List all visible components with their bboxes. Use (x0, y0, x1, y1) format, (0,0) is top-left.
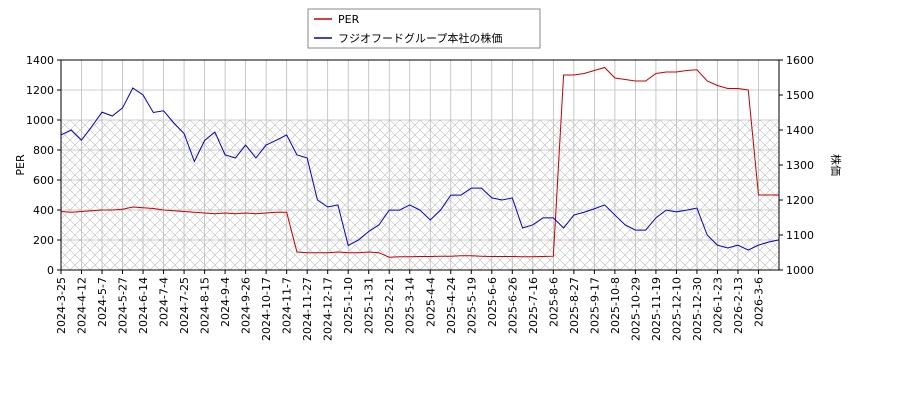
x-tick-label: 2024-3-25 (55, 277, 68, 334)
x-tick-label: 2025-11-19 (650, 277, 663, 341)
series-line (60, 87, 780, 251)
series-line (60, 66, 779, 258)
x-tick-label: 2024-11-27 (301, 277, 314, 341)
x-tick-label: 2024-7-4 (158, 277, 171, 327)
x-tick-label: 2024-7-25 (178, 277, 191, 334)
y-tick-label: 1000 (26, 114, 54, 127)
y-tick-label: 200 (33, 234, 54, 247)
hatch-band (61, 120, 779, 270)
legend-box (307, 8, 541, 49)
x-tick-label: 2024-4-12 (76, 277, 89, 334)
x-tick-label: 2026-2-13 (732, 277, 745, 334)
axes: 0 200 400 600 800 1000 1200 1400 1000 1100 1200 130… (26, 54, 814, 341)
y2-tick-label: 1100 (786, 229, 814, 242)
x-tick-label: 2024-12-17 (322, 277, 335, 341)
x-tick-label: 2024-10-17 (260, 277, 273, 341)
x-tick-label: 2024-9-4 (219, 277, 232, 327)
y2-axis-label: 株価 (829, 154, 843, 176)
x-tick-label: 2025-10-29 (629, 277, 642, 341)
y-tick-label: 1400 (26, 54, 54, 67)
y-tick-label: 0 (47, 264, 54, 277)
x-tick-label: 2024-11-7 (281, 277, 294, 334)
y2-tick-label: 1400 (786, 124, 814, 137)
y2-tick-label: 1300 (786, 159, 814, 172)
x-tick-label: 2025-10-8 (609, 277, 622, 334)
y-tick-label: 600 (33, 174, 54, 187)
y-tick-label: 1200 (26, 84, 54, 97)
x-tick-label: 2025-6-6 (486, 277, 499, 327)
x-tick-label: 2025-1-10 (342, 277, 355, 334)
x-tick-label: 2025-6-26 (506, 277, 519, 334)
x-tick-label: 2025-7-16 (527, 277, 540, 334)
x-tick-label: 2025-3-14 (404, 277, 417, 334)
x-tick-label: 2025-12-30 (691, 277, 704, 341)
x-tick-label: 2024-9-26 (240, 277, 253, 334)
x-tick-label: 2025-2-21 (383, 277, 396, 334)
legend-label: PER (338, 13, 360, 26)
x-tick-label: 2025-4-4 (424, 277, 437, 327)
y2-tick-label: 1500 (786, 89, 814, 102)
y2-tick-label: 1200 (786, 194, 814, 207)
x-tick-label: 2025-8-6 (547, 277, 560, 327)
x-tick-label: 2026-1-23 (711, 277, 724, 334)
y2-tick-label: 1600 (786, 54, 814, 67)
x-tick-label: 2024-6-14 (137, 277, 150, 334)
y-tick-label: 800 (33, 144, 54, 157)
y-tick-label: 400 (33, 204, 54, 217)
x-tick-label: 2025-8-27 (568, 277, 581, 334)
x-tick-label: 2025-4-24 (445, 277, 458, 334)
x-tick-label: 2025-12-10 (670, 277, 683, 341)
x-tick-label: 2025-5-19 (465, 277, 478, 334)
legend: PER フジオフードグループ本社の株価 (307, 8, 541, 49)
lines (60, 66, 780, 258)
x-tick-label: 2026-3-6 (752, 277, 765, 327)
x-tick-label: 2025-9-17 (588, 277, 601, 334)
x-tick-label: 2025-1-31 (363, 277, 376, 334)
x-tick-label: 2024-5-27 (117, 277, 130, 334)
legend-label: フジオフードグループ本社の株価 (338, 31, 502, 45)
x-tick-label: 2024-8-15 (199, 277, 212, 334)
y2-tick-label: 1000 (786, 264, 814, 277)
y-axis-label: PER (14, 154, 27, 176)
x-tick-label: 2024-5-7 (96, 277, 109, 327)
